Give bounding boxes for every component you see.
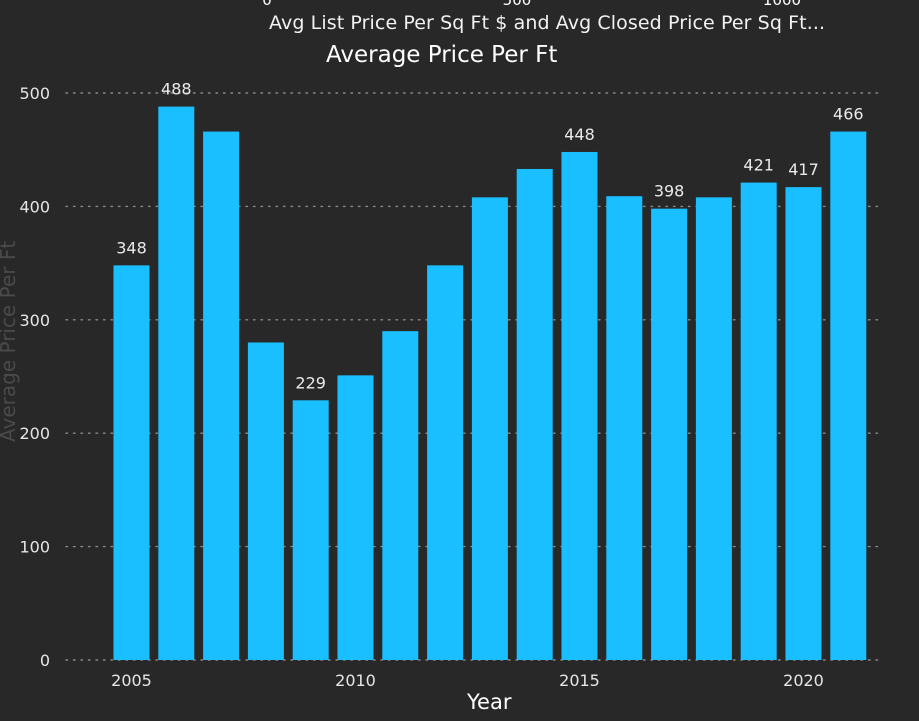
x-tick-label: 2005 bbox=[111, 671, 152, 690]
data-label: 466 bbox=[833, 105, 864, 124]
data-label: 417 bbox=[788, 160, 819, 179]
bar bbox=[471, 197, 508, 660]
x-axis-title: Year bbox=[467, 690, 512, 714]
x-tick-label: 2015 bbox=[559, 671, 600, 690]
data-label: 448 bbox=[564, 125, 595, 144]
data-label: 488 bbox=[161, 80, 192, 99]
bar bbox=[203, 131, 240, 660]
bar bbox=[651, 208, 688, 660]
data-label: 229 bbox=[295, 373, 326, 392]
bar bbox=[785, 187, 822, 660]
bar bbox=[427, 265, 464, 660]
bar bbox=[292, 400, 329, 660]
data-label: 421 bbox=[743, 156, 774, 175]
bar bbox=[516, 168, 553, 660]
y-tick-label: 0 bbox=[40, 651, 50, 670]
y-tick-label: 100 bbox=[19, 538, 50, 557]
top-axis-tick: 0 bbox=[262, 0, 272, 9]
y-tick-label: 200 bbox=[19, 424, 50, 443]
bar bbox=[113, 265, 150, 660]
bar bbox=[830, 131, 867, 660]
data-label: 398 bbox=[654, 182, 685, 201]
header-title: Avg List Price Per Sq Ft $ and Avg Close… bbox=[269, 12, 826, 34]
bar bbox=[158, 106, 195, 660]
bar bbox=[382, 331, 419, 660]
top-axis-tick: 1000 bbox=[762, 0, 802, 9]
bar bbox=[561, 151, 598, 660]
bar bbox=[337, 375, 374, 660]
data-label: 348 bbox=[116, 238, 147, 257]
top-partial-axis: 0 500 1000 bbox=[0, 0, 919, 9]
x-tick-label: 2010 bbox=[335, 671, 376, 690]
bar bbox=[740, 182, 777, 660]
y-tick-label: 400 bbox=[19, 197, 50, 216]
bar bbox=[247, 342, 284, 660]
x-tick-label: 2020 bbox=[783, 671, 824, 690]
chart-title: Average Price Per Ft bbox=[326, 42, 558, 68]
bar bbox=[695, 197, 732, 660]
y-tick-label: 500 bbox=[19, 84, 50, 103]
y-tick-label: 300 bbox=[19, 311, 50, 330]
bar bbox=[606, 196, 643, 660]
top-axis-tick: 500 bbox=[502, 0, 532, 9]
